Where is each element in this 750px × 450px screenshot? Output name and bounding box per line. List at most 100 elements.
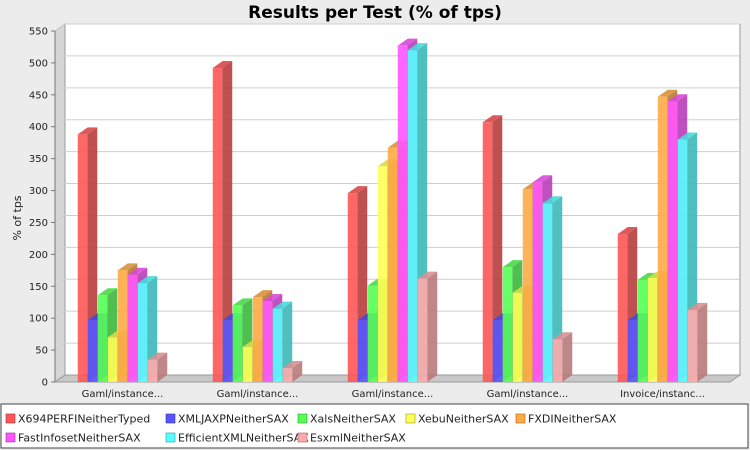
bar-top [147, 352, 168, 360]
y-tick-label: 0 [42, 378, 48, 389]
legend-label: FastInfosetNeitherSAX [18, 432, 141, 445]
y-tick-label: 250 [29, 218, 48, 229]
bar-front [117, 270, 128, 382]
bar-front [417, 278, 428, 382]
bar-top [232, 298, 253, 306]
bar-front [377, 166, 388, 382]
legend: X694PERFINeitherTyped XMLJAXPNeitherSAX Xa… [0, 403, 749, 449]
legend-label: XMLJAXPNeitherSAX [178, 413, 289, 426]
bar-front [107, 337, 118, 382]
bar-top [617, 226, 638, 234]
gridline-side [54, 23, 66, 32]
legend-swatch [165, 432, 176, 443]
bar-front [397, 45, 408, 382]
bar-front [532, 182, 543, 382]
y-tick-label: 400 [29, 122, 48, 133]
bars [77, 38, 708, 383]
bar-top [97, 288, 118, 296]
bar-front [347, 193, 358, 382]
y-axis-label: % of tps [11, 195, 24, 240]
bar-front [627, 320, 638, 382]
bar-front [357, 320, 368, 382]
legend-swatch [297, 432, 308, 443]
bar-top [282, 360, 303, 368]
bar-top [262, 293, 283, 301]
bar-front [367, 285, 378, 382]
bar-top [272, 301, 293, 309]
legend-label: XebuNeitherSAX [418, 413, 509, 426]
x-tick-label: Gaml/instance... [352, 389, 434, 400]
bar [687, 302, 708, 382]
bar-front [87, 320, 98, 382]
y-tick-label: 500 [29, 58, 48, 69]
bar-top [397, 38, 418, 46]
bar-top [482, 115, 503, 123]
bar-front [617, 233, 628, 382]
bar-front [282, 367, 293, 382]
bar [552, 332, 573, 382]
bar-front [272, 308, 283, 382]
gridline-side [54, 278, 66, 287]
bar-front [242, 346, 253, 382]
bar-front [677, 139, 688, 382]
legend-swatch [297, 413, 308, 424]
bar-top [407, 43, 428, 51]
bar [282, 360, 303, 382]
x-tick-label: Gaml/instance... [82, 389, 164, 400]
bar-top [212, 61, 233, 69]
gridline-side [54, 342, 66, 351]
bar [212, 61, 233, 383]
x-tick-label: Gaml/instance... [217, 389, 299, 400]
y-axis-ticks: 0 50 100 150 200 250 300 350 400 450 500 550 [29, 27, 56, 389]
x-tick-label: Invoice/instanc... [620, 389, 705, 400]
bar-side [222, 61, 233, 382]
bar-front [492, 320, 503, 382]
bar-front [502, 267, 513, 382]
bar-front [542, 203, 553, 382]
y-tick-label: 50 [35, 346, 48, 357]
bar-top [532, 175, 553, 183]
bar-front [647, 277, 658, 382]
bar-front [212, 68, 223, 383]
bar-front [232, 305, 243, 382]
gridline-side [54, 246, 66, 255]
bar-side [157, 352, 168, 382]
gridline-side [54, 119, 66, 128]
gridline-side [54, 151, 66, 160]
bar-side [292, 360, 303, 382]
bar-front [512, 292, 523, 382]
legend-label: FXDINeitherSAX [528, 413, 617, 426]
bar-front [687, 309, 698, 382]
bar-top [117, 263, 138, 271]
bar-top [77, 127, 98, 135]
bar-front [522, 189, 533, 382]
gridline-side [54, 310, 66, 319]
bar [272, 301, 293, 382]
legend-swatch [5, 432, 16, 443]
gridline-side [54, 55, 66, 64]
legend-swatch [515, 413, 526, 424]
bar-front [552, 339, 563, 382]
gridline-side [54, 87, 66, 96]
bar-front [482, 122, 493, 382]
chart-title: Results per Test (% of tps) [248, 3, 502, 23]
bar-front [127, 274, 138, 382]
bar-top [252, 290, 273, 298]
bar-top [687, 302, 708, 310]
bar-side [562, 332, 573, 382]
bar-front [222, 320, 233, 382]
x-axis-ticks: Gaml/instance... Gaml/instance... Gaml/ins… [82, 389, 705, 400]
legend-label: X694PERFINeitherTyped [18, 413, 150, 426]
bar-side [427, 271, 438, 382]
bar-front [262, 300, 273, 382]
y-tick-label: 550 [29, 27, 48, 38]
bar-top [502, 260, 523, 268]
bar-top [542, 196, 563, 204]
bar-top [137, 276, 158, 284]
bar-front [252, 297, 263, 382]
bar-top [637, 272, 658, 280]
bar-side [697, 302, 708, 382]
legend-swatch [5, 413, 16, 424]
bar-front [77, 134, 88, 382]
